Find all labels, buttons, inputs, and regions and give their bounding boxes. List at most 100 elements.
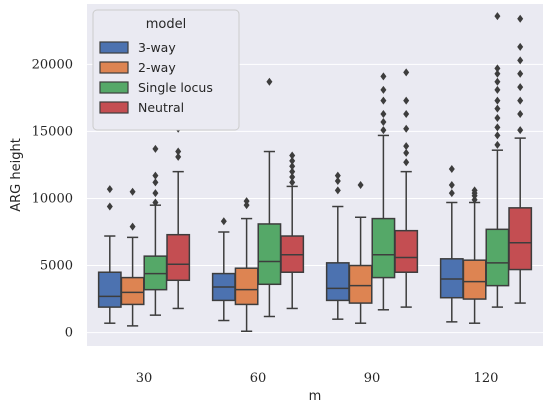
outlier-point	[494, 123, 501, 132]
box-3-way-m60	[211, 217, 236, 322]
outlier-point	[494, 85, 501, 94]
iqr-box	[394, 229, 419, 273]
outlier-point	[403, 158, 410, 167]
outlier-point	[448, 164, 455, 173]
outlier-point	[403, 68, 410, 77]
outlier-point	[152, 171, 159, 180]
outlier-point	[152, 144, 159, 153]
outlier-point	[106, 185, 113, 194]
box-single-locus-m60	[257, 77, 282, 318]
x-tick-label: 60	[250, 371, 267, 386]
outlier-point	[517, 109, 524, 118]
outlier-point	[403, 109, 410, 118]
boxes-layer	[97, 12, 533, 332]
outlier-point	[334, 186, 341, 195]
outlier-point	[494, 77, 501, 86]
outlier-point	[152, 178, 159, 187]
outlier-point	[380, 72, 387, 81]
outlier-point	[517, 126, 524, 135]
y-axis-label: ARG height	[9, 138, 24, 212]
iqr-box	[325, 262, 350, 302]
outlier-point	[357, 181, 364, 190]
outlier-point	[289, 151, 296, 160]
outlier-point	[517, 83, 524, 92]
y-tick-label: 10000	[32, 191, 73, 206]
outlier-point	[494, 104, 501, 113]
outlier-point	[403, 142, 410, 151]
outlier-point	[494, 12, 501, 21]
legend-label: Neutral	[138, 100, 184, 115]
legend-label: 3-way	[138, 40, 176, 55]
outlier-point	[471, 195, 478, 204]
y-tick-label: 0	[65, 326, 73, 341]
legend-items: 3-way 2-way Single locus Neutral	[99, 40, 213, 115]
iqr-box	[257, 223, 282, 286]
iqr-box	[371, 217, 396, 279]
outlier-point	[289, 167, 296, 176]
legend-swatch	[99, 61, 129, 74]
x-tick-labels: 30 60 90 120	[136, 371, 499, 386]
outlier-point	[334, 171, 341, 180]
outlier-point	[380, 85, 387, 94]
outlier-point	[220, 217, 227, 226]
box-neutral-m120	[508, 14, 533, 304]
outlier-point	[517, 42, 524, 51]
outlier-point	[494, 140, 501, 149]
outlier-point	[494, 69, 501, 78]
box-2-way-m60	[234, 197, 259, 332]
legend-swatch	[99, 81, 129, 94]
box-2-way-m90	[348, 181, 373, 324]
outlier-point	[494, 64, 501, 73]
outlier-point	[152, 189, 159, 198]
iqr-box	[462, 259, 487, 300]
outlier-point	[334, 177, 341, 186]
box-3-way-m120	[439, 164, 464, 323]
y-tick-label: 15000	[32, 124, 73, 139]
outlier-point	[517, 14, 524, 23]
outlier-point	[152, 198, 159, 207]
outlier-point	[175, 152, 182, 161]
legend-frame	[92, 9, 240, 131]
outlier-point	[517, 96, 524, 105]
x-tick-label: 90	[364, 371, 381, 386]
outlier-point	[266, 77, 273, 86]
outlier-point	[106, 202, 113, 211]
outlier-point	[471, 186, 478, 195]
box-3-way-m90	[325, 171, 350, 320]
box-single-locus-m30	[143, 144, 168, 316]
outlier-point	[448, 181, 455, 190]
iqr-box	[97, 271, 122, 308]
iqr-box	[120, 276, 145, 306]
outlier-point	[175, 147, 182, 156]
legend-swatch	[99, 101, 129, 114]
outlier-point	[289, 162, 296, 171]
outlier-point	[243, 201, 250, 210]
y-tick-labels: 0 5000 10000 15000 20000	[32, 57, 73, 340]
outlier-point	[494, 131, 501, 140]
outlier-point	[494, 114, 501, 122]
x-axis-label: m	[309, 389, 322, 404]
box-neutral-m60	[280, 151, 305, 310]
box-2-way-m30	[120, 187, 145, 327]
outlier-point	[289, 173, 296, 182]
y-tick-label: 5000	[40, 259, 73, 274]
legend-title: model	[146, 17, 186, 32]
box-neutral-m30	[166, 124, 191, 310]
box-single-locus-m90	[371, 72, 396, 311]
outlier-point	[380, 109, 387, 118]
box-3-way-m30	[97, 185, 122, 324]
outlier-point	[494, 96, 501, 105]
x-tick-label: 120	[474, 371, 499, 386]
iqr-box	[485, 228, 510, 287]
legend-label: 2-way	[138, 60, 176, 75]
iqr-box	[348, 264, 373, 304]
outlier-point	[403, 96, 410, 105]
box-single-locus-m120	[485, 12, 510, 308]
outlier-point	[289, 156, 296, 165]
outlier-point	[403, 124, 410, 133]
box-neutral-m90	[394, 68, 419, 308]
outlier-point	[517, 69, 524, 78]
outlier-point	[380, 126, 387, 135]
outlier-point	[129, 187, 136, 196]
iqr-box	[508, 207, 533, 271]
